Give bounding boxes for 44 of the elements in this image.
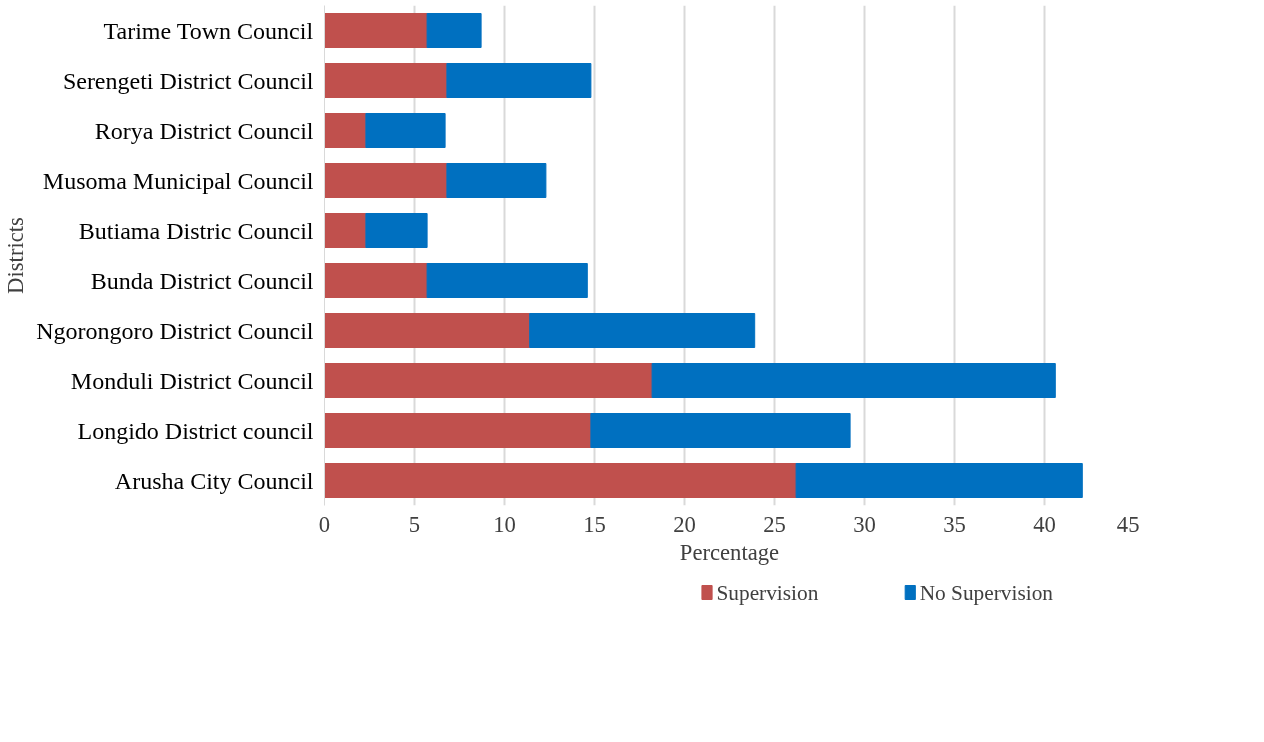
y-tick-label: Ngorongoro District Council bbox=[36, 317, 314, 344]
bar bbox=[651, 363, 1056, 398]
legend-label: No Supervision bbox=[919, 580, 1054, 605]
y-tick-label: Musoma Municipal Council bbox=[42, 167, 314, 194]
y-tick-label: Monduli District Council bbox=[70, 367, 314, 394]
x-tick-label: 35 bbox=[943, 511, 966, 537]
bar bbox=[324, 113, 367, 148]
bar bbox=[324, 13, 428, 48]
y-tick-label: Longido District council bbox=[77, 417, 314, 444]
bar bbox=[324, 63, 448, 98]
bar bbox=[795, 463, 1083, 498]
x-tick-label: 0 bbox=[318, 511, 331, 537]
bar bbox=[426, 13, 482, 48]
bar bbox=[324, 413, 592, 448]
bar bbox=[324, 163, 448, 198]
x-axis-title: Percentage bbox=[679, 539, 780, 565]
y-tick-label: Serengeti District Council bbox=[62, 67, 314, 94]
x-tick-label: 15 bbox=[583, 511, 606, 537]
y-tick-label: Bunda District Council bbox=[90, 267, 314, 294]
bar bbox=[426, 263, 588, 298]
x-tick-label: 20 bbox=[673, 511, 696, 537]
bar bbox=[324, 213, 367, 248]
bar bbox=[446, 63, 592, 98]
x-tick-label: 45 bbox=[1116, 511, 1140, 537]
y-tick-label: Rorya District Council bbox=[94, 117, 314, 144]
bar bbox=[365, 213, 428, 248]
y-tick-label: Tarime Town Council bbox=[103, 17, 314, 44]
bar bbox=[590, 413, 851, 448]
bar bbox=[324, 463, 797, 498]
bar bbox=[324, 313, 531, 348]
bar bbox=[324, 263, 428, 298]
y-axis-title: Districts bbox=[3, 217, 29, 294]
x-tick-label: 25 bbox=[763, 511, 786, 537]
bar bbox=[446, 163, 547, 198]
y-tick-label: Arusha City Council bbox=[114, 467, 314, 494]
bar bbox=[365, 113, 446, 148]
x-tick-label: 5 bbox=[408, 511, 421, 537]
legend-label: Supervision bbox=[716, 580, 819, 605]
bar bbox=[324, 363, 653, 398]
x-tick-label: 10 bbox=[493, 511, 516, 537]
x-tick-label: 40 bbox=[1033, 511, 1056, 537]
x-tick-label: 30 bbox=[853, 511, 876, 537]
bar bbox=[529, 313, 756, 348]
y-tick-label: Butiama Distric Council bbox=[78, 217, 314, 244]
